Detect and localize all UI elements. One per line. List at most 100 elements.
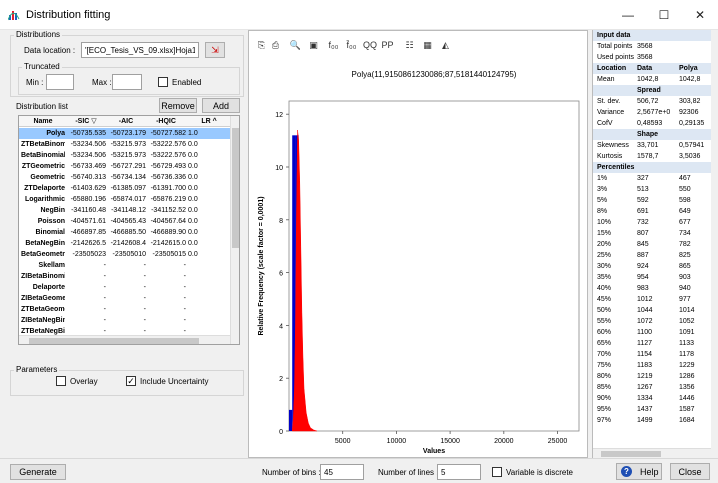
data-location-input[interactable]: [81, 42, 199, 58]
fitted-distribution-area: [291, 130, 318, 432]
table-scroll-thumb[interactable]: [232, 128, 239, 248]
column-header[interactable]: -SIC ▽: [75, 118, 97, 125]
table-row[interactable]: Logarithmic -65880.196 -65874.017 -65876.21…: [19, 194, 231, 205]
table-cell: -466885.50: [110, 229, 146, 236]
qq-plot-icon[interactable]: QQ: [363, 40, 378, 50]
stats-cell: Spread: [637, 87, 661, 94]
table-hscroll-thumb[interactable]: [29, 338, 199, 344]
stats-cell: 1178: [679, 351, 695, 358]
overlay-checkbox[interactable]: [56, 376, 66, 386]
table-cell: -: [183, 328, 186, 335]
table-cell: -23505015: [152, 251, 186, 258]
f00-icon[interactable]: f₀₀: [328, 40, 339, 50]
column-header[interactable]: LR ^: [201, 118, 217, 125]
bins-input[interactable]: [320, 464, 364, 480]
column-header[interactable]: -HQIC: [156, 118, 176, 125]
column-header[interactable]: -AIC: [118, 118, 134, 125]
legend-icon[interactable]: ☷: [405, 40, 414, 50]
stats-cell: Total points: [597, 43, 633, 50]
max-input[interactable]: [112, 74, 142, 90]
add-button[interactable]: Add: [202, 98, 240, 113]
pp-plot-icon[interactable]: PP: [381, 40, 394, 50]
table-cell: -: [183, 306, 186, 313]
close-window-button[interactable]: ✕: [694, 8, 706, 22]
percentile-row: 90% 1334 1446: [593, 393, 713, 404]
table-cell: -53234.506: [70, 152, 106, 159]
table-cell: 0.0: [188, 240, 198, 247]
fit-icon[interactable]: ◭: [442, 40, 449, 50]
stats-cell: 80%: [597, 373, 612, 380]
stats-cell: 732: [637, 219, 649, 226]
table-cell: BetaGeometri: [21, 251, 65, 258]
table-cell: BetaNegBin: [25, 240, 65, 247]
lines-input[interactable]: [437, 464, 481, 480]
table-cell: -: [103, 328, 106, 335]
table-cell: 0.0: [188, 163, 198, 170]
stats-cell: 1267: [637, 384, 653, 391]
table-cell: 0.0: [188, 141, 198, 148]
zoom-icon[interactable]: 🔍: [289, 40, 302, 50]
chart-title: Polya(11,9150861230086;87,5181440124795): [352, 70, 517, 79]
table-cell: [188, 304, 230, 315]
stats-cell: 55%: [597, 318, 612, 325]
table-row[interactable]: Polya -50735.535 -50723.179 -50727.582 1.0: [19, 128, 231, 139]
generate-button[interactable]: Generate: [10, 464, 66, 480]
table-row[interactable]: ZTBetaBinomi -53234.506 -53215.973 -53222.5…: [19, 139, 231, 150]
table-row[interactable]: ZTDelaporte -61403.629 -61385.097 -61391.70…: [19, 183, 231, 194]
table-cell: -56733.469: [70, 163, 106, 170]
print-icon[interactable]: ⎙: [271, 40, 280, 50]
export-icon[interactable]: ▦: [423, 40, 432, 50]
bins-label: Number of bins :: [262, 468, 321, 477]
stats-cell: 865: [679, 263, 691, 270]
table-row[interactable]: Delaporte - - -: [19, 282, 231, 293]
table-row[interactable]: ZIBetaGeomet - - -: [19, 293, 231, 304]
table-row[interactable]: ZTBetaNegBin - - -: [19, 326, 231, 337]
table-row[interactable]: BetaBinomial -53234.506 -53215.973 -53222.5…: [19, 150, 231, 161]
table-cell: -: [103, 273, 106, 280]
stats-cell: 327: [637, 175, 649, 182]
f00-variant-icon[interactable]: f̄₀₀: [346, 40, 357, 50]
remove-button[interactable]: Remove: [159, 98, 197, 113]
minimize-button[interactable]: —: [622, 8, 634, 22]
close-button[interactable]: Close: [670, 463, 710, 480]
stats-cell: 60%: [597, 329, 612, 336]
stats-cell: 1044: [637, 307, 653, 314]
stats-cell: 1229: [679, 362, 695, 369]
table-cell: -341148.12: [111, 207, 146, 214]
chart-type-icon[interactable]: ▣: [309, 40, 318, 50]
select-range-button[interactable]: ⇲: [205, 42, 225, 58]
app-icon: [8, 11, 20, 21]
percentile-row: 20% 845 782: [593, 239, 713, 250]
y-tick-label: 0: [279, 429, 283, 436]
stats-hscroll-thumb[interactable]: [601, 451, 661, 457]
table-row[interactable]: ZIBetaNegBin - - -: [19, 315, 231, 326]
table-cell: Polya: [46, 130, 65, 137]
copy-icon[interactable]: ⎘: [257, 40, 266, 50]
stats-cell: 592: [637, 197, 649, 204]
table-row[interactable]: Geometric -56740.313 -56734.134 -56736.336 0…: [19, 172, 231, 183]
stats-cell: 5%: [597, 197, 608, 204]
stats-vertical-scrollbar[interactable]: [711, 30, 718, 458]
help-button[interactable]: ? Help: [616, 463, 662, 480]
table-row[interactable]: NegBin -341160.48 -341148.12 -341152.52 0.0: [19, 205, 231, 216]
table-row[interactable]: BetaGeometri -23505023 -23505010 -23505015 0…: [19, 249, 231, 260]
table-vertical-scrollbar[interactable]: [230, 116, 239, 344]
table-horizontal-scrollbar[interactable]: [19, 335, 230, 344]
table-row[interactable]: ZIBetaBinomia - - -: [19, 271, 231, 282]
percentile-row: 35% 954 903: [593, 272, 713, 283]
table-row[interactable]: ZTBetaGeome - - -: [19, 304, 231, 315]
include-uncertainty-checkbox[interactable]: ✓: [126, 376, 136, 386]
table-row[interactable]: BetaNegBin -2142626.5 -2142608.4 -2142615.0…: [19, 238, 231, 249]
table-row[interactable]: ZTGeometric -56733.469 -56727.291 -56729.49…: [19, 161, 231, 172]
table-row[interactable]: Binomial -466897.85 -466885.50 -466889.90 0.…: [19, 227, 231, 238]
table-cell: -: [183, 284, 186, 291]
table-row[interactable]: Poisson -404571.61 -404565.43 -404567.64 0.0: [19, 216, 231, 227]
mean-row: Mean 1042,8 1042,8: [593, 74, 713, 85]
variable-discrete-checkbox[interactable]: [492, 467, 502, 477]
enabled-checkbox[interactable]: [158, 77, 168, 87]
maximize-button[interactable]: ☐: [658, 8, 670, 22]
table-row[interactable]: Skellam - - -: [19, 260, 231, 271]
min-input[interactable]: [46, 74, 74, 90]
column-header[interactable]: Name: [33, 118, 53, 125]
stats-horizontal-scrollbar[interactable]: [593, 448, 711, 458]
